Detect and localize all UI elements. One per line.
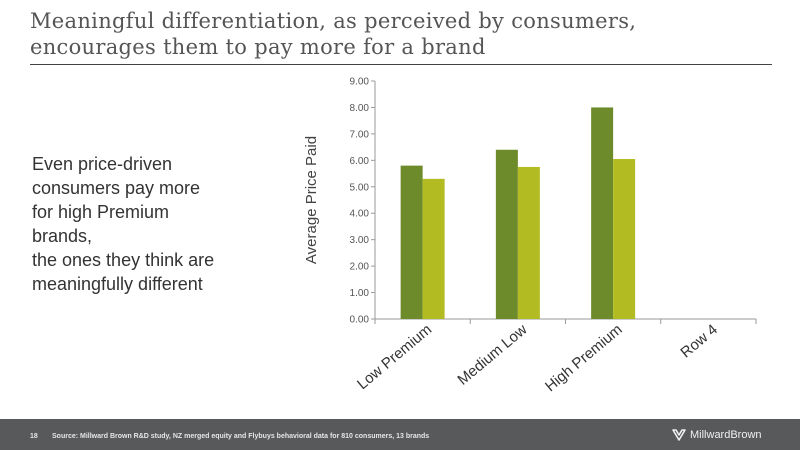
y-tick-label: 2.00 <box>350 262 370 273</box>
y-axis-title: Average Price Paid <box>303 136 320 264</box>
x-category-label: Medium Low <box>454 321 530 389</box>
slide-title-line-1: Meaningful differentiation, as perceived… <box>30 9 637 33</box>
y-tick-label: 4.00 <box>350 209 370 220</box>
slide-title-line-2: encourages them to pay more for a brand <box>30 35 486 59</box>
brand-logo: MillwardBrown <box>672 428 762 442</box>
body-line: meaningfully different <box>32 274 203 294</box>
x-category-label: High Premium <box>542 321 626 395</box>
bar <box>591 107 614 319</box>
logo-text: MillwardBrown <box>690 429 762 441</box>
body-line: Even price-driven <box>32 154 173 174</box>
y-tick-label: 1.00 <box>350 288 370 299</box>
bar <box>613 159 636 319</box>
x-category-label: Row 4 <box>677 321 721 361</box>
y-tick-label: 5.00 <box>350 182 370 193</box>
body-text: Even price-driven consumers pay more for… <box>32 152 272 296</box>
page-number: 18 <box>30 433 38 440</box>
body-line: for high Premium <box>32 202 170 222</box>
bar-chart: 0.00 1.00 2.00 3.00 4.00 5.00 6.00 7.00 8.00 9.00… <box>303 77 757 395</box>
source-note: Source: Millward Brown R&D study, NZ mer… <box>52 433 430 440</box>
body-line: the ones they think are <box>32 250 215 270</box>
body-line: brands, <box>32 226 93 246</box>
y-tick-label: 0.00 <box>350 315 370 326</box>
title-divider <box>30 64 772 65</box>
bar <box>422 178 445 319</box>
body-line: consumers pay more <box>32 178 201 198</box>
y-tick-label: 3.00 <box>350 235 370 246</box>
bar <box>517 166 540 319</box>
bar <box>495 149 518 319</box>
logo-mark-icon <box>672 429 686 441</box>
bar <box>400 165 423 319</box>
footer-bar: 18 Source: Millward Brown R&D study, NZ … <box>0 419 800 450</box>
y-tick-label: 7.00 <box>350 129 370 140</box>
y-tick-label: 9.00 <box>350 77 370 88</box>
y-tick-label: 6.00 <box>350 156 370 167</box>
y-tick-label: 8.00 <box>350 103 370 114</box>
x-category-label: Low Premium <box>354 321 435 393</box>
slide-title: Meaningful differentiation, as perceived… <box>30 8 770 60</box>
